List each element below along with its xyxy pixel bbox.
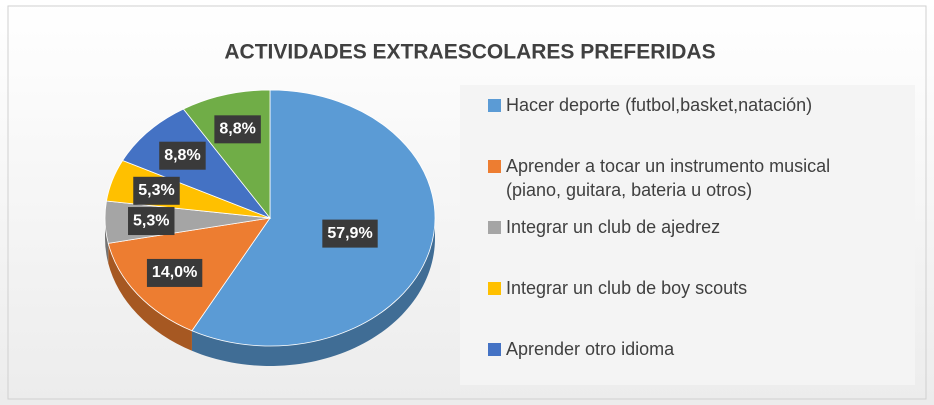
slice-side bbox=[191, 218, 435, 366]
legend-entry: Integrar un club de boy scouts bbox=[488, 276, 747, 300]
data-label: 5,3% bbox=[128, 207, 175, 236]
data-label-box bbox=[128, 207, 175, 236]
data-label-text: 14,0% bbox=[152, 264, 197, 281]
legend-label: Aprender a tocar un instrumento musical … bbox=[506, 156, 831, 200]
legend-label: Hacer deporte (futbol,basket,natación) bbox=[506, 95, 813, 115]
slice bbox=[191, 89, 436, 347]
legend-swatch bbox=[488, 343, 501, 356]
data-label-text: 57,9% bbox=[327, 225, 372, 242]
legend-swatch bbox=[488, 282, 501, 295]
data-label-text: 8,8% bbox=[219, 121, 255, 138]
data-label-text: 5,3% bbox=[138, 182, 174, 199]
legend-swatch bbox=[488, 160, 501, 173]
data-label-box bbox=[159, 141, 206, 170]
legend-entry: Hacer deporte (futbol,basket,natación) bbox=[488, 93, 812, 117]
data-label-box bbox=[214, 115, 261, 144]
legend-entry: Aprender otro idioma bbox=[488, 337, 674, 361]
legend-swatch bbox=[488, 221, 501, 234]
frame bbox=[7, 5, 927, 400]
legend-entry: Integrar un club de ajedrez bbox=[488, 215, 720, 239]
data-label-box bbox=[133, 176, 180, 205]
data-label-box bbox=[322, 219, 378, 248]
slice-side bbox=[105, 218, 109, 264]
legend-swatch bbox=[488, 99, 501, 112]
data-label: 57,9% bbox=[322, 219, 378, 248]
legend-label: Integrar un club de boy scouts bbox=[506, 278, 748, 298]
data-label-text: 5,3% bbox=[133, 212, 169, 229]
data-label-text: 8,8% bbox=[164, 147, 200, 164]
legend-label: Integrar un club de ajedrez bbox=[506, 217, 721, 237]
pie-sides bbox=[105, 218, 435, 366]
legend-label: Aprender otro idioma bbox=[506, 339, 675, 359]
data-label: 8,8% bbox=[159, 141, 206, 170]
legend: Hacer deporte (futbol,basket,natación) Ap… bbox=[460, 85, 915, 385]
data-label-box bbox=[146, 258, 203, 287]
chart-title: ACTIVIDADES EXTRAESCOLARES PREFERIDAS bbox=[224, 41, 715, 64]
slice-side bbox=[108, 243, 192, 351]
data-label: 5,3% bbox=[133, 176, 180, 205]
legend-entry: Aprender a tocar un instrumento musical … bbox=[488, 154, 830, 202]
data-label: 14,0% bbox=[146, 258, 203, 287]
data-label: 8,8% bbox=[214, 115, 261, 144]
